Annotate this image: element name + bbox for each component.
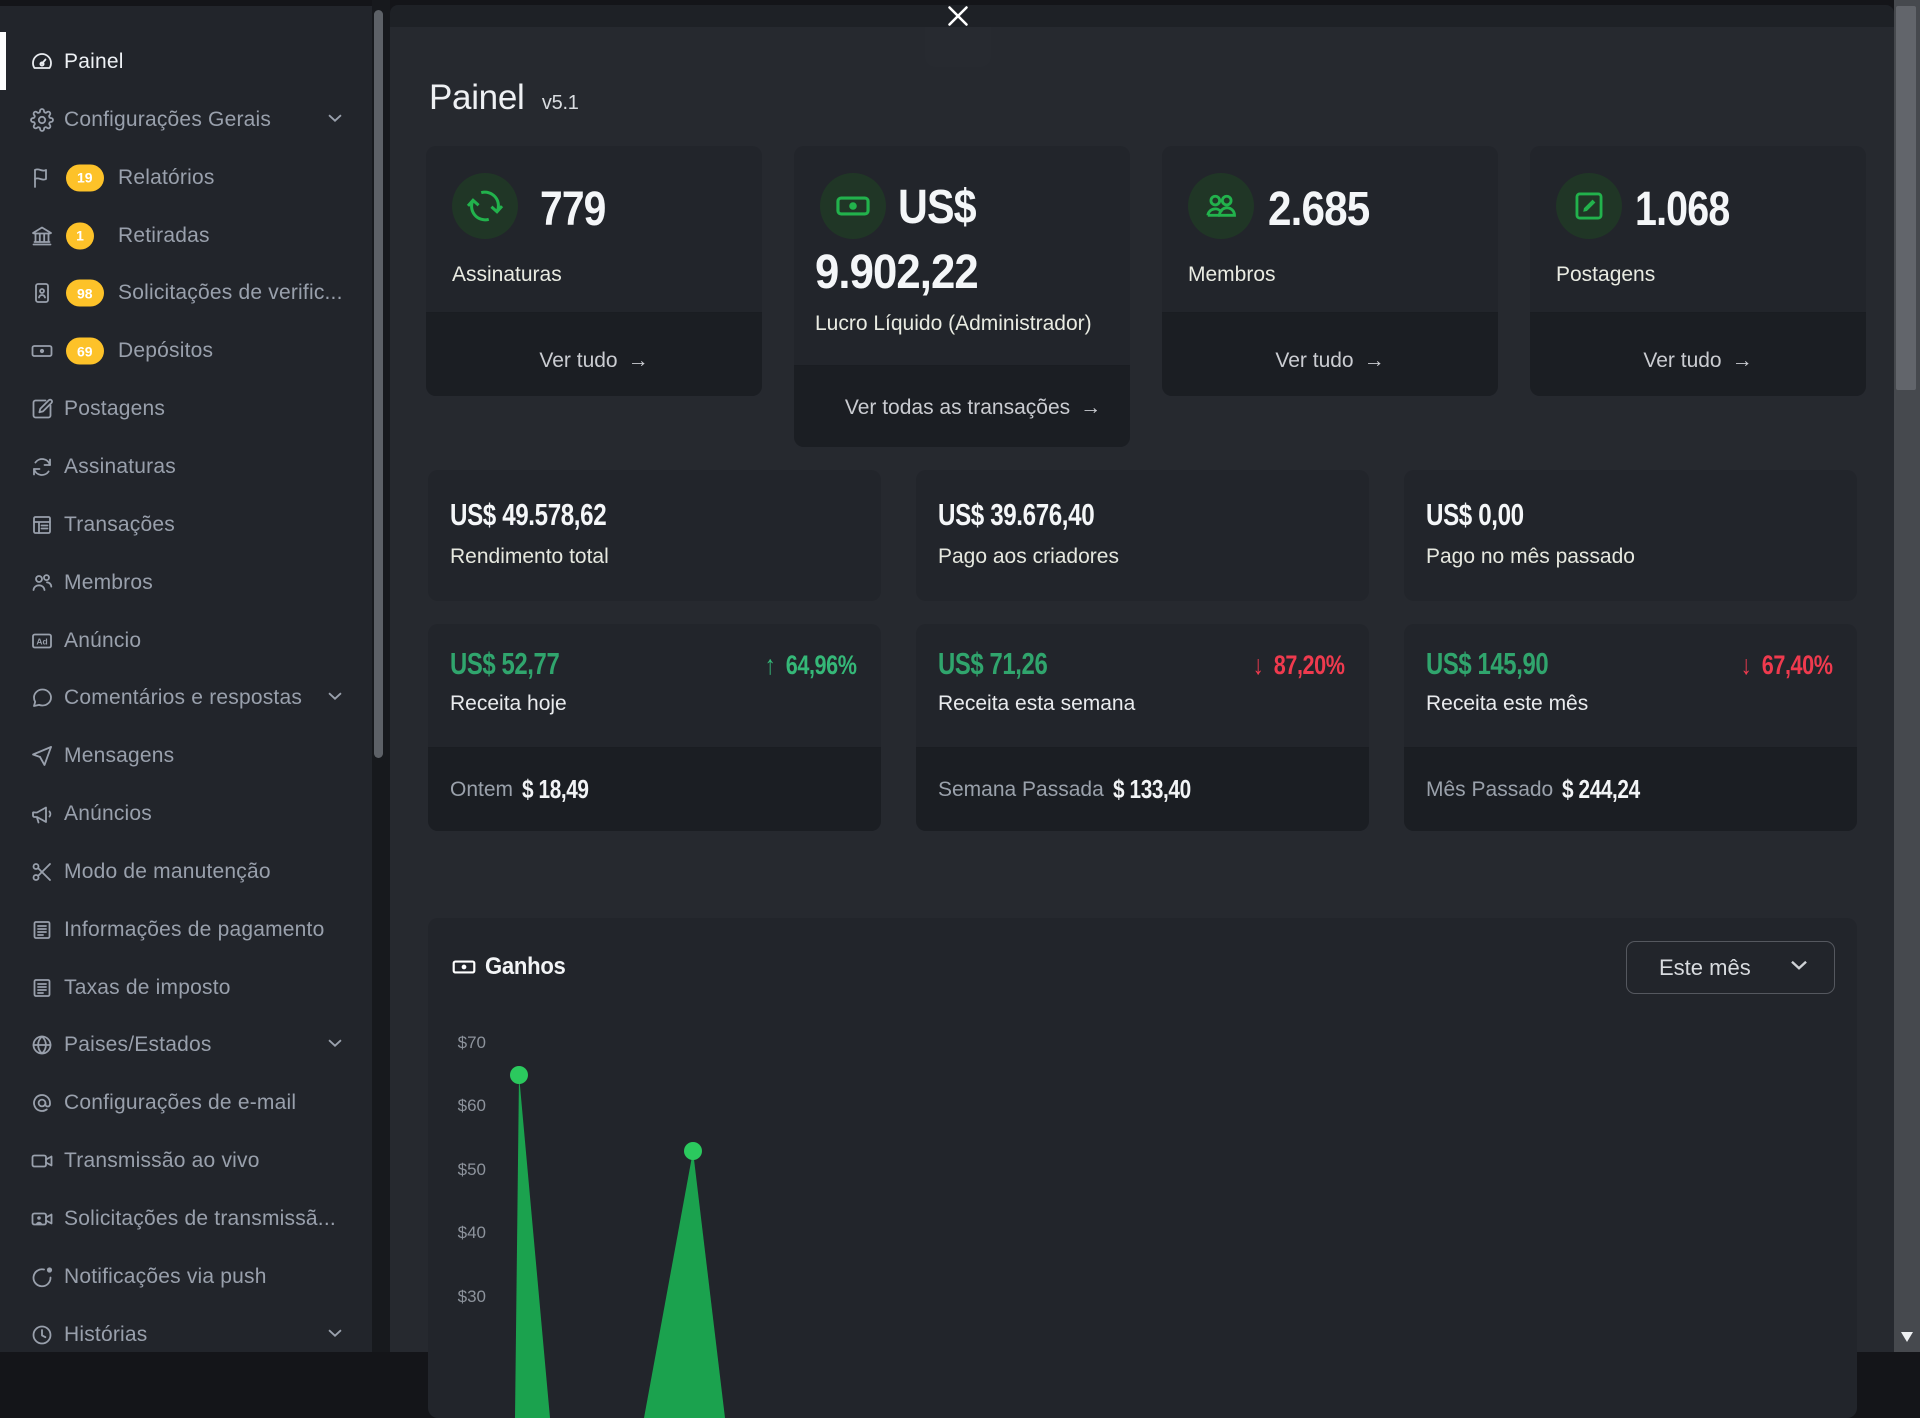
svg-text:Ad: Ad bbox=[36, 636, 47, 646]
